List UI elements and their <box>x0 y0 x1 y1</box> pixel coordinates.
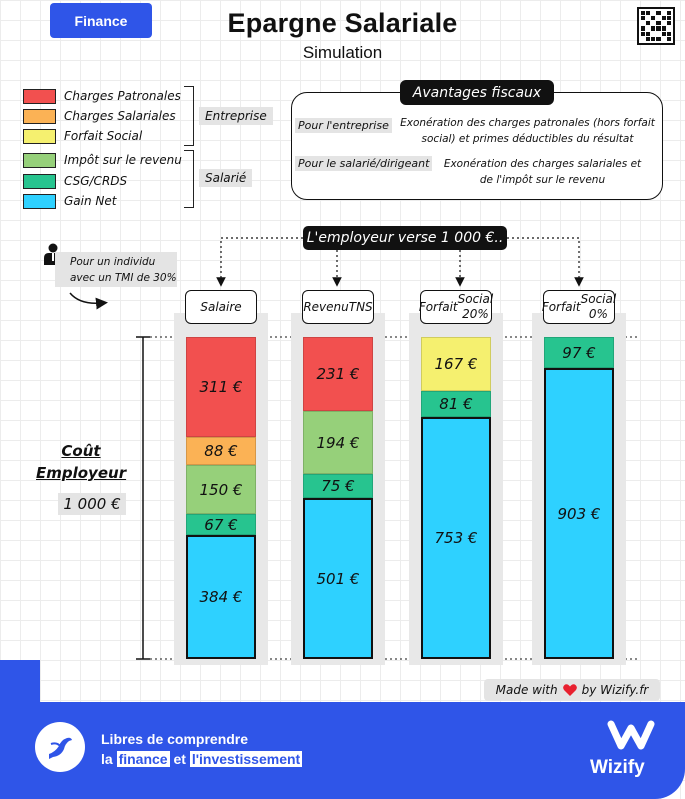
segment-value-label: 167 € <box>434 354 478 373</box>
segment-value-label: 311 € <box>199 378 243 397</box>
fiscal-advantages-title: Avantages fiscaux <box>400 80 554 105</box>
legend-label: Impôt sur le revenu <box>64 153 182 167</box>
fiscal-text-entreprise: Exonération des charges patronales (hors… <box>400 117 655 145</box>
slogan-la: la <box>101 751 113 767</box>
segment-value-label: 150 € <box>199 480 243 499</box>
page-title: Epargne Salariale <box>227 8 458 38</box>
bar-segment: 97 € <box>544 337 614 369</box>
individu-note: Pour un individu avec un TMI de 30% <box>55 252 177 287</box>
bar-segment: 88 € <box>186 437 256 466</box>
bar-segment: 311 € <box>186 337 256 438</box>
slogan: Libres de comprendre la finance et l'inv… <box>101 729 303 769</box>
legend-swatch <box>23 88 56 104</box>
cost-label-line1: Coût <box>61 442 101 460</box>
bar-segment: 231 € <box>303 337 373 412</box>
group-label-entreprise: Entreprise <box>199 107 273 125</box>
legend-item: CSG/CRDS <box>23 173 127 189</box>
segment-value-label: 903 € <box>557 504 601 523</box>
segment-value-label: 88 € <box>204 442 238 461</box>
segment-value-label: 231 € <box>316 365 360 384</box>
legend-swatch <box>23 108 56 124</box>
made-with-badge: Made with by Wizify.fr <box>484 679 660 701</box>
bar-segment: 81 € <box>421 390 491 417</box>
cost-label: Coût Employeur <box>36 440 126 484</box>
bar-segment: 167 € <box>421 337 491 391</box>
dove-icon <box>35 722 85 772</box>
heart-icon <box>562 684 577 696</box>
footer-banner <box>0 702 685 799</box>
column-header: Revenu TNS <box>302 290 374 324</box>
column-header: Forfait Social 0% <box>542 290 616 324</box>
legend-label: Gain Net <box>64 194 117 208</box>
fiscal-advantages-box <box>291 92 663 200</box>
legend-label: Forfait Social <box>64 129 143 143</box>
segment-value-label: 501 € <box>316 569 360 588</box>
made-by-text: by Wizify.fr <box>581 683 649 697</box>
slogan-line1: Libres de comprendre <box>101 731 249 747</box>
page-subtitle: Simulation <box>302 43 383 62</box>
legend-swatch <box>23 128 56 144</box>
made-with-text: Made with <box>495 683 558 697</box>
bar-segment: 194 € <box>303 411 373 474</box>
salarie-bracket <box>184 150 194 208</box>
segment-value-label: 97 € <box>562 343 596 362</box>
legend-item: Impôt sur le revenu <box>23 152 182 168</box>
legend-swatch <box>23 193 56 209</box>
legend-item: Gain Net <box>23 193 116 209</box>
footer-curve <box>0 660 40 705</box>
column-header: Salaire <box>185 290 257 324</box>
legend-item: Charges Patronales <box>23 88 181 104</box>
bar-segment: 75 € <box>303 473 373 498</box>
wizify-logo-icon <box>607 720 655 750</box>
entreprise-bracket <box>184 86 194 146</box>
legend-swatch <box>23 152 56 168</box>
category-tag: Finance <box>50 3 152 38</box>
group-label-salarie: Salarié <box>199 169 253 187</box>
legend-item: Forfait Social <box>23 128 142 144</box>
fiscal-text-salarie: Exonération des charges salariales et de… <box>443 158 642 186</box>
slogan-investissement: l'investissement <box>189 751 303 767</box>
legend-swatch <box>23 173 56 189</box>
slogan-et: et <box>173 751 186 767</box>
slogan-finance: finance <box>116 751 170 767</box>
legend-label: Charges Salariales <box>64 109 176 123</box>
employer-banner: L'employeur verse 1 000 €.. <box>303 226 507 250</box>
bar-segment: 384 € <box>186 535 256 659</box>
bar-segment: 150 € <box>186 465 256 514</box>
legend-label: Charges Patronales <box>64 89 181 103</box>
segment-value-label: 67 € <box>204 515 238 534</box>
segment-value-label: 384 € <box>199 588 243 607</box>
legend-label: CSG/CRDS <box>64 174 128 188</box>
bar-segment: 67 € <box>186 513 256 536</box>
fiscal-label-entreprise: Pour l'entreprise <box>295 118 392 133</box>
legend-item: Charges Salariales <box>23 108 176 124</box>
cost-total: 1 000 € <box>58 493 126 515</box>
segment-value-label: 753 € <box>434 529 478 548</box>
column-header: Forfait Social 20% <box>419 290 493 324</box>
qr-code-icon <box>637 7 675 45</box>
cost-label-line2: Employeur <box>36 464 127 482</box>
segment-value-label: 75 € <box>321 476 355 495</box>
brand-name: Wizify <box>590 757 645 778</box>
bar-segment: 501 € <box>303 498 373 660</box>
segment-value-label: 81 € <box>439 394 473 413</box>
bar-segment: 903 € <box>544 368 614 659</box>
bar-segment: 753 € <box>421 416 491 660</box>
fiscal-label-salarie: Pour le salarié/dirigeant <box>295 156 433 171</box>
segment-value-label: 194 € <box>316 433 360 452</box>
